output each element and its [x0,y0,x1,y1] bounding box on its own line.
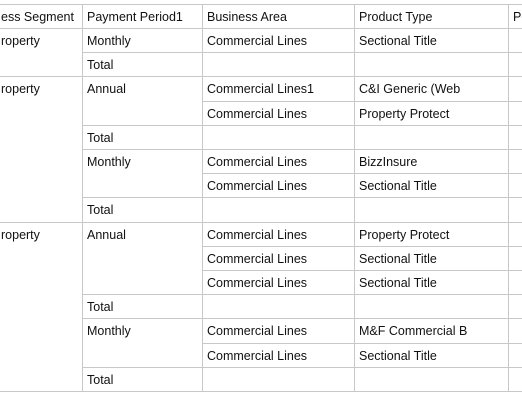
product-type-cell[interactable]: M&F Commercial B [355,319,508,343]
payment-period-cell[interactable]: Annual [83,222,202,295]
total-business-area-cell[interactable] [203,295,354,319]
column-header-5[interactable]: Po [509,5,522,28]
grid-line [0,391,522,392]
product-type-cell[interactable]: Sectional Title [355,29,508,53]
grid-line [82,197,522,199]
total-row-label[interactable]: Total [83,53,202,77]
next-column-cell[interactable] [509,295,522,319]
grid-line [202,4,203,391]
total-product-type-cell[interactable] [355,125,508,149]
grid-line [82,318,522,320]
grid-line [202,100,522,102]
business-area-cell[interactable]: Commercial Lines1 [203,77,354,101]
next-column-cell[interactable] [509,319,522,343]
total-row-label[interactable]: Total [83,125,202,149]
grid-line [82,124,522,126]
product-type-cell[interactable]: Sectional Title [355,246,508,270]
business-segment-cell[interactable]: roperty [1,77,82,222]
total-product-type-cell[interactable] [355,53,508,77]
next-column-cell[interactable] [509,222,522,246]
business-area-cell[interactable]: Commercial Lines [203,101,354,125]
grid-line [82,52,522,54]
grid-line [202,270,522,271]
next-column-cell[interactable] [509,246,522,270]
next-column-cell[interactable] [509,271,522,295]
total-product-type-cell[interactable] [355,295,508,319]
payment-period-cell[interactable]: Annual [83,77,202,125]
grid-line [0,221,522,223]
product-type-cell[interactable]: BizzInsure [355,150,508,174]
column-header-4[interactable]: Product Type [355,5,508,28]
business-segment-cell[interactable]: roperty [1,29,82,77]
total-product-type-cell[interactable] [355,198,508,222]
total-row-label[interactable]: Total [83,295,202,319]
product-type-cell[interactable]: Sectional Title [355,174,508,198]
grid-line [0,76,522,78]
business-area-cell[interactable]: Commercial Lines [203,29,354,53]
product-type-cell[interactable]: Property Protect [355,101,508,125]
total-business-area-cell[interactable] [203,198,354,222]
next-column-cell[interactable] [509,53,522,77]
payment-period-cell[interactable]: Monthly [83,319,202,367]
grid-line [82,294,522,296]
total-business-area-cell[interactable] [203,125,354,149]
business-area-cell[interactable]: Commercial Lines [203,319,354,343]
payment-period-cell[interactable]: Monthly [83,150,202,198]
total-row-label[interactable]: Total [83,198,202,222]
product-type-cell[interactable]: Property Protect [355,222,508,246]
business-area-cell[interactable]: Commercial Lines [203,246,354,270]
business-area-cell[interactable]: Commercial Lines [203,150,354,174]
product-type-cell[interactable]: Sectional Title [355,271,508,295]
grid-line [354,4,355,391]
total-product-type-cell[interactable] [355,367,508,391]
next-column-cell[interactable] [509,367,522,391]
grid-line [202,173,522,175]
next-column-cell[interactable] [509,343,522,367]
next-column-cell[interactable] [509,198,522,222]
grid-line [0,4,522,5]
next-column-cell[interactable] [509,125,522,149]
next-column-cell[interactable] [509,29,522,53]
business-segment-cell[interactable]: roperty [1,222,82,391]
next-column-cell[interactable] [509,101,522,125]
business-area-cell[interactable]: Commercial Lines [203,343,354,367]
total-business-area-cell[interactable] [203,367,354,391]
business-area-cell[interactable]: Commercial Lines [203,222,354,246]
next-column-cell[interactable] [509,77,522,101]
column-header-2[interactable]: Payment Period1 [83,5,202,28]
next-column-cell[interactable] [509,150,522,174]
payment-period-cell[interactable]: Monthly [83,29,202,53]
total-business-area-cell[interactable] [203,53,354,77]
business-area-cell[interactable]: Commercial Lines [203,174,354,198]
product-type-cell[interactable]: Sectional Title [355,343,508,367]
grid-line [202,245,522,247]
column-header-1[interactable]: ess Segment [1,5,82,28]
grid-line [82,4,83,391]
grid-line [202,342,522,344]
column-header-3[interactable]: Business Area [203,5,354,28]
next-column-cell[interactable] [509,174,522,198]
grid-line [508,4,509,391]
grid-line [82,149,522,150]
total-row-label[interactable]: Total [83,367,202,391]
product-type-cell[interactable]: C&I Generic (Web [355,77,508,101]
business-area-cell[interactable]: Commercial Lines [203,271,354,295]
grid-line [82,366,522,368]
grid-line [0,28,522,29]
